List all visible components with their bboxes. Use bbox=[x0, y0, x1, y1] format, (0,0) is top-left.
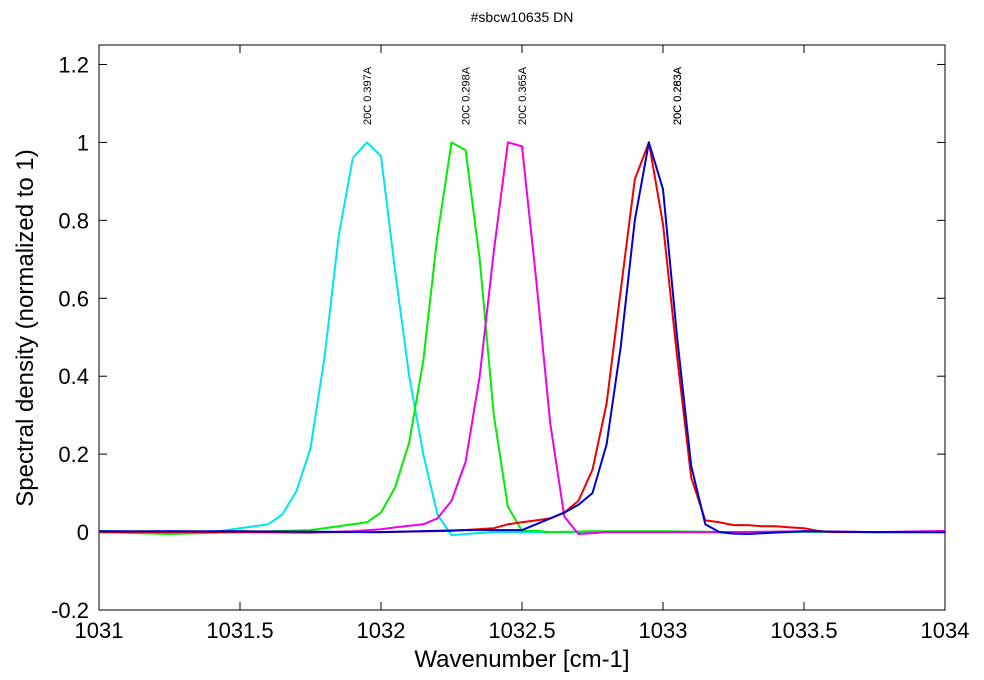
plot-frame bbox=[98, 44, 946, 611]
series-layer bbox=[98, 141, 946, 537]
y-tick-label: -0.2 bbox=[51, 598, 89, 623]
peak-label: 20C 0.365A bbox=[517, 66, 529, 125]
x-tick-label: 1031 bbox=[75, 618, 124, 643]
peak-label: 20C 0.397A bbox=[362, 66, 374, 125]
peak-label: 20C 0.283A bbox=[672, 66, 684, 125]
x-tick-label: 1031.5 bbox=[206, 618, 273, 643]
x-tick-label: 1032 bbox=[357, 618, 406, 643]
y-tick-label: 0.8 bbox=[58, 208, 89, 233]
y-tick-label: 0.2 bbox=[58, 442, 89, 467]
series-line-3 bbox=[98, 141, 946, 535]
x-tick-label: 1034 bbox=[921, 618, 970, 643]
ticks-layer: 1031 1031.5 1032 1032.5 1033 1033.5 1034 -0.2 0 0… bbox=[51, 45, 969, 643]
chart-title: #sbcw10635 DN bbox=[471, 9, 574, 25]
y-tick-label: 0 bbox=[77, 520, 89, 545]
peak-label: 20C 0.263A bbox=[672, 66, 684, 125]
y-axis-title: Spectral density (normalized to 1) bbox=[12, 149, 39, 507]
series-line-2 bbox=[98, 141, 945, 535]
x-tick-label: 1032.5 bbox=[488, 618, 555, 643]
peak-label: 20C 0.298A bbox=[461, 66, 473, 125]
y-tick-label: 0.4 bbox=[58, 364, 89, 389]
y-tick-label: 1.2 bbox=[58, 52, 89, 77]
peak-labels: 20C 0.397A 20C 0.298A 20C 0.365A 20C 0.283A… bbox=[362, 66, 684, 125]
y-tick-label: 0.6 bbox=[58, 286, 89, 311]
x-tick-label: 1033 bbox=[639, 618, 688, 643]
y-tick-label: 1 bbox=[77, 130, 89, 155]
x-tick-label: 1033.5 bbox=[770, 618, 837, 643]
series-line-4 bbox=[99, 141, 945, 534]
x-axis-title: Wavenumber [cm-1] bbox=[414, 646, 629, 673]
series-line-1 bbox=[98, 141, 945, 537]
series-line-5 bbox=[99, 141, 945, 535]
